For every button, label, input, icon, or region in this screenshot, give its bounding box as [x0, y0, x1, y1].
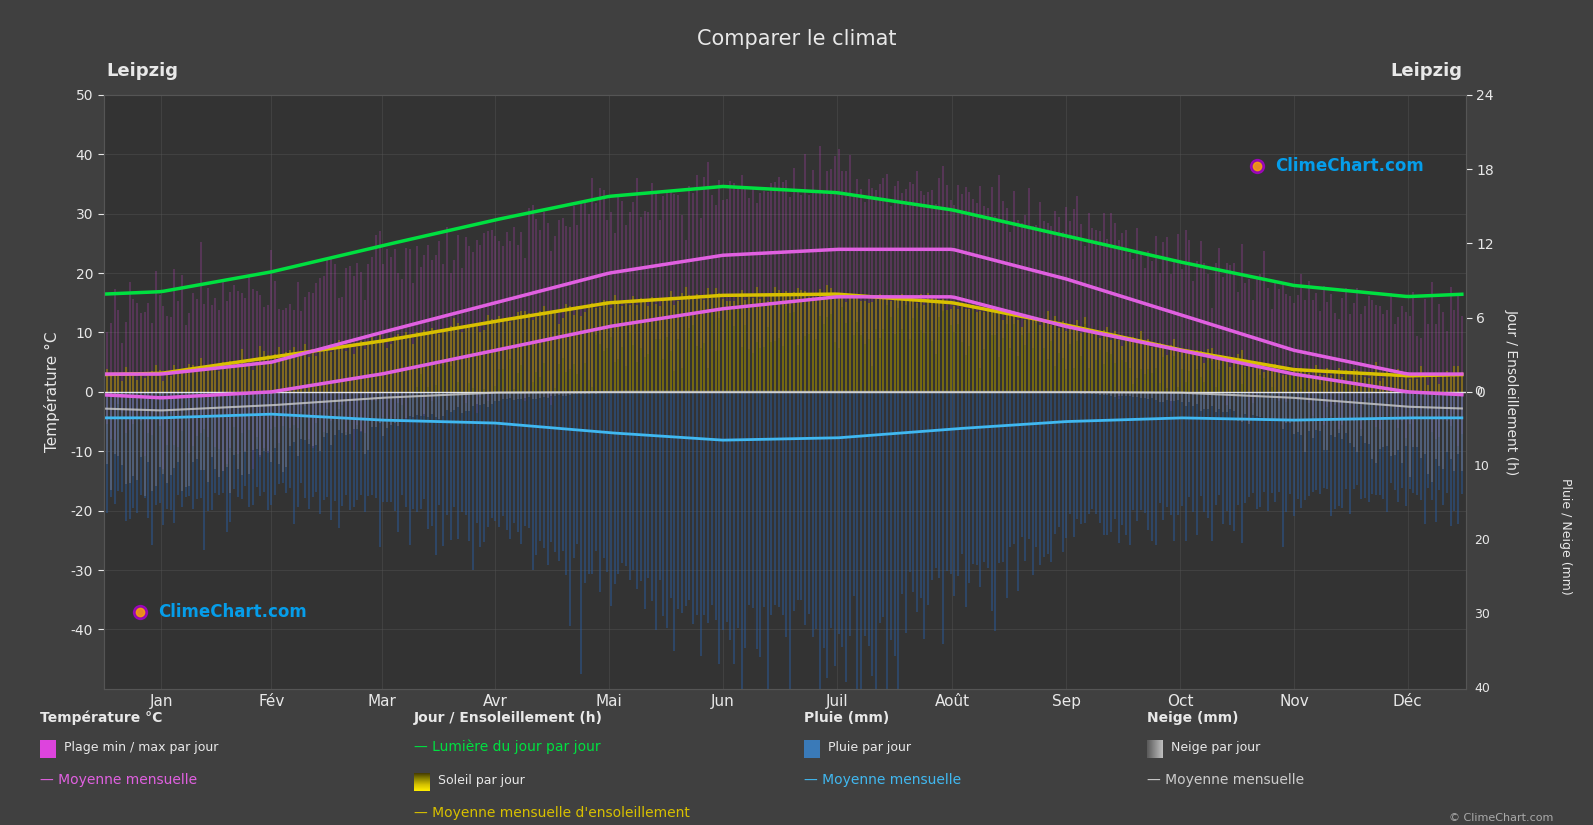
- Text: — Moyenne mensuelle: — Moyenne mensuelle: [804, 773, 962, 787]
- Text: Comparer le climat: Comparer le climat: [696, 29, 897, 49]
- Text: — Moyenne mensuelle: — Moyenne mensuelle: [40, 773, 198, 787]
- Text: Neige (mm): Neige (mm): [1147, 711, 1238, 725]
- Text: ClimeChart.com: ClimeChart.com: [158, 602, 307, 620]
- Text: — Moyenne mensuelle d'ensoleillement: — Moyenne mensuelle d'ensoleillement: [414, 806, 690, 820]
- Text: — Moyenne mensuelle: — Moyenne mensuelle: [1147, 773, 1305, 787]
- Text: 40: 40: [1474, 682, 1489, 695]
- Text: ClimeChart.com: ClimeChart.com: [1274, 157, 1424, 175]
- Text: 30: 30: [1474, 608, 1489, 621]
- Text: 20: 20: [1474, 534, 1489, 547]
- Text: — Lumière du jour par jour: — Lumière du jour par jour: [414, 739, 601, 754]
- Y-axis label: Température °C: Température °C: [43, 332, 59, 452]
- Text: Plage min / max par jour: Plage min / max par jour: [64, 741, 218, 754]
- Text: Leipzig: Leipzig: [107, 62, 178, 80]
- Text: Pluie / Neige (mm): Pluie / Neige (mm): [1560, 478, 1572, 595]
- Text: Soleil par jour: Soleil par jour: [438, 774, 524, 787]
- Text: 0: 0: [1474, 385, 1481, 398]
- Text: Leipzig: Leipzig: [1391, 62, 1462, 80]
- Text: Température °C: Température °C: [40, 710, 162, 725]
- Text: Pluie (mm): Pluie (mm): [804, 711, 890, 725]
- Y-axis label: Jour / Ensoleillement (h): Jour / Ensoleillement (h): [1505, 309, 1518, 475]
- Text: Pluie par jour: Pluie par jour: [828, 741, 911, 754]
- Text: Neige par jour: Neige par jour: [1171, 741, 1260, 754]
- Text: © ClimeChart.com: © ClimeChart.com: [1448, 813, 1553, 823]
- Text: 10: 10: [1474, 460, 1489, 473]
- Text: Jour / Ensoleillement (h): Jour / Ensoleillement (h): [414, 711, 604, 725]
